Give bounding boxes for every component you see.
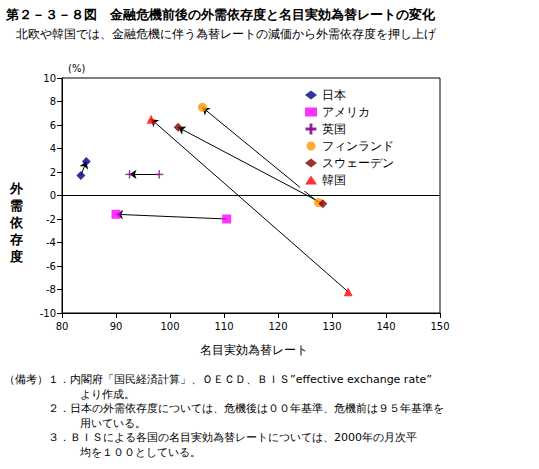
svg-text:日本の外需依存度については、危機後は００年基準、危機前は９５: 日本の外需依存度については、危機後は００年基準、危機前は９５年基準を (70, 402, 444, 415)
svg-text:内閣府「国民経済計算」、ＯＥＣＤ、ＢＩＳ”effective: 内閣府「国民経済計算」、ＯＥＣＤ、ＢＩＳ”effective exchange … (70, 373, 432, 386)
svg-text:存: 存 (9, 232, 23, 247)
svg-text:度: 度 (9, 249, 23, 264)
svg-text:３．: ３． (48, 431, 70, 444)
svg-text:10: 10 (43, 73, 56, 84)
svg-text:90: 90 (110, 321, 123, 332)
svg-text:１．: １． (48, 373, 70, 386)
svg-text:より作成。: より作成。 (80, 388, 135, 401)
svg-text:-4: -4 (46, 237, 56, 248)
svg-text:80: 80 (56, 321, 69, 332)
svg-text:-10: -10 (40, 308, 56, 319)
svg-text:6: 6 (50, 120, 56, 131)
svg-text:120: 120 (268, 321, 287, 332)
svg-text:2: 2 (50, 167, 56, 178)
svg-text:-8: -8 (46, 284, 56, 295)
svg-text:（備考）: （備考） (4, 373, 48, 386)
svg-text:需: 需 (10, 198, 23, 213)
svg-text:フィンランド: フィンランド (322, 139, 394, 153)
svg-text:２．: ２． (48, 402, 70, 415)
svg-text:アメリカ: アメリカ (322, 105, 370, 119)
svg-text:第２－３－８図 金融危機前後の外需依存度と名目実効為替レート: 第２－３－８図 金融危機前後の外需依存度と名目実効為替レートの変化 (5, 7, 436, 22)
svg-text:均を１００としている。: 均を１００としている。 (79, 446, 201, 459)
svg-text:0: 0 (50, 190, 56, 201)
svg-text:4: 4 (50, 143, 56, 154)
svg-text:用いている。: 用いている。 (80, 417, 146, 430)
svg-text:英国: 英国 (322, 122, 346, 136)
svg-text:-6: -6 (46, 261, 56, 272)
svg-text:130: 130 (322, 321, 341, 332)
svg-text:外: 外 (9, 181, 24, 196)
svg-text:-2: -2 (46, 214, 56, 225)
svg-text:日本: 日本 (322, 88, 346, 102)
svg-text:名目実効為替レート: 名目実効為替レート (200, 343, 308, 357)
svg-text:100: 100 (160, 321, 179, 332)
svg-text:(%): (%) (68, 63, 85, 74)
svg-text:ＢＩＳによる各国の名目実効為替レートについては、2000年の: ＢＩＳによる各国の名目実効為替レートについては、2000年の月次平 (70, 431, 417, 444)
svg-text:依: 依 (9, 215, 24, 230)
svg-text:110: 110 (214, 321, 233, 332)
svg-text:8: 8 (50, 96, 56, 107)
svg-text:韓国: 韓国 (322, 173, 346, 187)
svg-text:140: 140 (376, 321, 395, 332)
svg-text:北欧や韓国では、金融危機に伴う為替レートの減価から外需依存度: 北欧や韓国では、金融危機に伴う為替レートの減価から外需依存度を押し上げ (16, 27, 437, 41)
svg-text:スウェーデン: スウェーデン (322, 156, 394, 170)
svg-text:150: 150 (430, 321, 449, 332)
